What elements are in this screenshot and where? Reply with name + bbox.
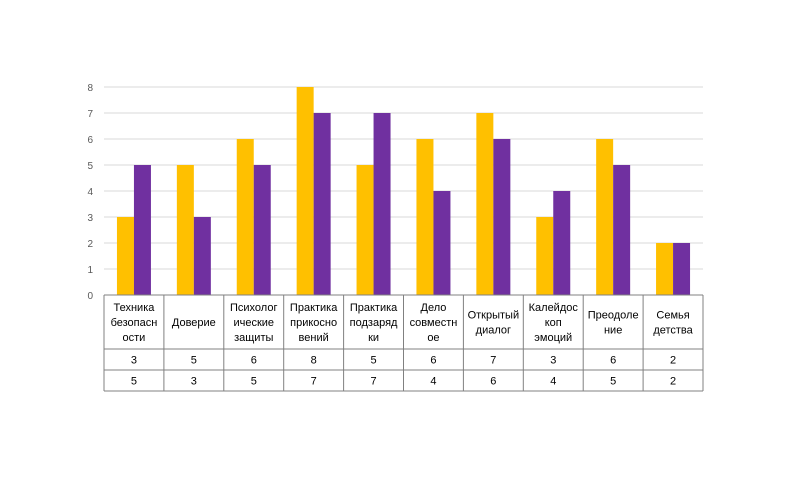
category-label: Семья детства — [653, 310, 693, 337]
y-tick-label: 4 — [87, 187, 93, 198]
bar-series-1 — [536, 217, 554, 295]
category-label: Практика подзаряд ки — [350, 302, 398, 344]
bars — [116, 87, 691, 295]
bar-series-2 — [613, 165, 631, 295]
bar-series-1 — [356, 165, 374, 295]
bar-series-2 — [133, 165, 151, 295]
y-tick-label: 8 — [87, 83, 93, 94]
bar-series-1 — [176, 165, 194, 295]
bar-series-2 — [193, 217, 211, 295]
data-label-series-2: 2 — [670, 376, 676, 388]
category-label: Дело совместн ое — [410, 302, 458, 344]
bar-series-1 — [416, 139, 434, 295]
bar-series-2 — [253, 165, 271, 295]
data-label-series-2: 3 — [191, 376, 197, 388]
category-label: Калейдос коп эмоций — [529, 302, 579, 344]
bar-series-2 — [313, 113, 331, 295]
category-label: Преодоле ние — [588, 310, 639, 337]
y-axis-tick-labels: 0 1 2 3 4 5 6 7 8 — [87, 83, 93, 302]
data-label-series-2: 5 — [131, 376, 137, 388]
y-tick-label: 7 — [87, 109, 93, 120]
data-label-series-1: 6 — [430, 355, 436, 367]
bar-series-2 — [373, 113, 391, 295]
data-label-series-1: 7 — [490, 355, 496, 367]
y-tick-label: 1 — [87, 265, 93, 276]
data-label-series-1: 5 — [370, 355, 376, 367]
bar-series-1 — [296, 87, 314, 295]
bar-series-2 — [553, 191, 571, 295]
data-label-series-1: 6 — [251, 355, 257, 367]
bar-series-2 — [433, 191, 451, 295]
bar-series-1 — [596, 139, 614, 295]
data-label-series-1: 2 — [670, 355, 676, 367]
data-label-series-2: 4 — [430, 376, 436, 388]
category-label: Техника безопасн ости — [111, 302, 158, 344]
data-label-series-1: 3 — [550, 355, 556, 367]
data-label-series-2: 5 — [610, 376, 616, 388]
bar-series-1 — [236, 139, 254, 295]
y-tick-label: 2 — [87, 239, 93, 250]
y-tick-label: 0 — [87, 291, 93, 302]
data-label-series-2: 5 — [251, 376, 257, 388]
bar-series-2 — [493, 139, 511, 295]
y-tick-label: 5 — [87, 161, 93, 172]
data-table: Техника безопасн ости Доверие Психолог ически… — [103, 294, 704, 392]
category-label: Психолог ические защиты — [230, 302, 277, 344]
category-label: Доверие — [172, 317, 216, 329]
data-label-series-2: 4 — [550, 376, 556, 388]
data-label-series-1: 3 — [131, 355, 137, 367]
category-label: Открытый диалог — [468, 310, 520, 337]
bar-series-2 — [673, 243, 691, 295]
y-tick-label: 3 — [87, 213, 93, 224]
bar-series-1 — [476, 113, 494, 295]
data-label-series-2: 7 — [370, 376, 376, 388]
y-tick-label: 6 — [87, 135, 93, 146]
data-label-series-1: 5 — [191, 355, 197, 367]
category-label: Практика прикосно вений — [290, 302, 338, 344]
bar-series-1 — [116, 217, 134, 295]
data-label-series-1: 8 — [311, 355, 317, 367]
data-label-series-2: 7 — [311, 376, 317, 388]
data-label-series-2: 6 — [490, 376, 496, 388]
data-label-series-1: 6 — [610, 355, 616, 367]
bar-series-1 — [656, 243, 674, 295]
